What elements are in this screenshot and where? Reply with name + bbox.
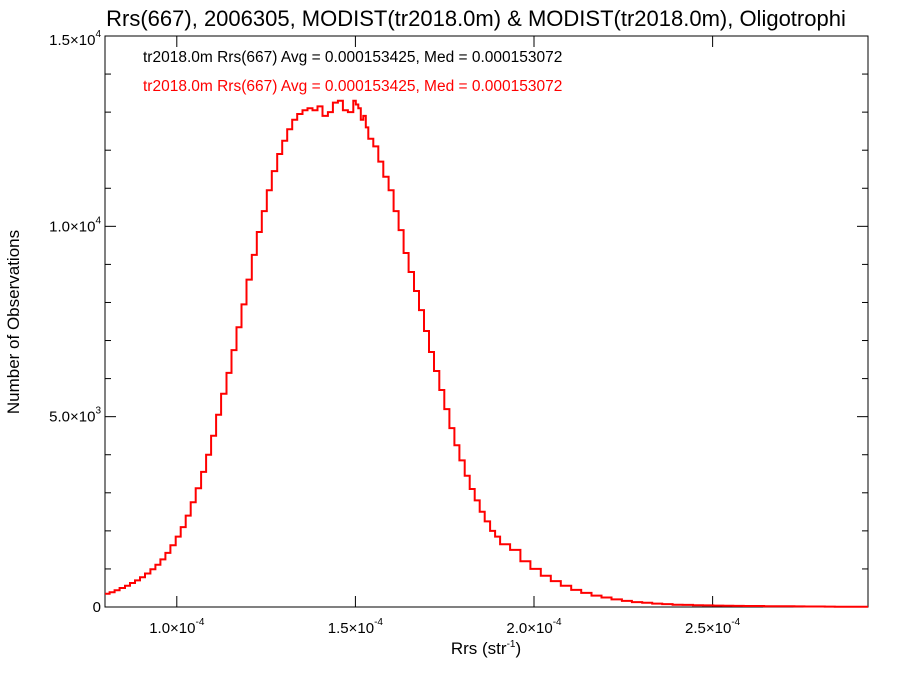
chart-title: Rrs(667), 2006305, MODIST(tr2018.0m) & M… xyxy=(106,6,846,31)
y-tick-exponent: 4 xyxy=(95,215,101,226)
y-axis-title: Number of Observations xyxy=(4,230,23,414)
y-tick-label: 5.0×103 xyxy=(49,406,101,426)
x-tick-mantissa: 2.5 xyxy=(685,620,706,637)
plot-frame xyxy=(104,35,869,608)
x-tick-mantissa: 1.0 xyxy=(149,620,170,637)
x-tick-exponent: -4 xyxy=(731,617,740,628)
x-tick-label: 2.0×10-4 xyxy=(506,617,562,637)
x-tick-exponent: -4 xyxy=(374,617,383,628)
x-tick-times: ×10 xyxy=(349,620,374,637)
x-axis-title-base: Rrs (str xyxy=(451,639,507,658)
x-axis-title: Rrs (str-1) xyxy=(451,639,521,658)
y-tick-mantissa: 1.0 xyxy=(49,218,70,235)
x-tick-mantissa: 2.0 xyxy=(506,620,527,637)
x-axis-title-close: ) xyxy=(515,639,521,658)
stats-annotation-red: tr2018.0m Rrs(667) Avg = 0.000153425, Me… xyxy=(143,78,562,95)
y-tick-label: 1.0×104 xyxy=(49,215,101,235)
y-tick-times: ×10 xyxy=(70,409,95,426)
stats-annotation-black: tr2018.0m Rrs(667) Avg = 0.000153425, Me… xyxy=(143,49,562,66)
y-tick-exponent: 3 xyxy=(95,406,101,417)
x-axis-title-exponent: -1 xyxy=(507,639,516,650)
x-tick-times: ×10 xyxy=(706,620,731,637)
x-tick-mantissa: 1.5 xyxy=(328,620,349,637)
x-tick-times: ×10 xyxy=(527,620,552,637)
x-tick-label: 1.0×10-4 xyxy=(149,617,205,637)
y-tick-label: 1.5×104 xyxy=(49,29,101,49)
y-tick-mantissa: 5.0 xyxy=(49,409,70,426)
y-tick-times: ×10 xyxy=(70,32,95,49)
x-tick-exponent: -4 xyxy=(196,617,205,628)
y-tick-label: 0 xyxy=(93,599,101,616)
y-tick-mantissa: 1.5 xyxy=(49,32,70,49)
y-tick-times: ×10 xyxy=(70,218,95,235)
x-tick-label: 1.5×10-4 xyxy=(328,617,384,637)
x-tick-times: ×10 xyxy=(170,620,195,637)
y-tick-exponent: 4 xyxy=(95,29,101,40)
x-tick-exponent: -4 xyxy=(553,617,562,628)
x-axis-ticks: 1.0×10-4 1.5×10-4 2.0×10-4 2.5×10-4 xyxy=(149,36,741,637)
y-tick-mantissa: 0 xyxy=(93,599,101,616)
histogram-series-line xyxy=(105,99,868,608)
x-tick-label: 2.5×10-4 xyxy=(685,617,741,637)
